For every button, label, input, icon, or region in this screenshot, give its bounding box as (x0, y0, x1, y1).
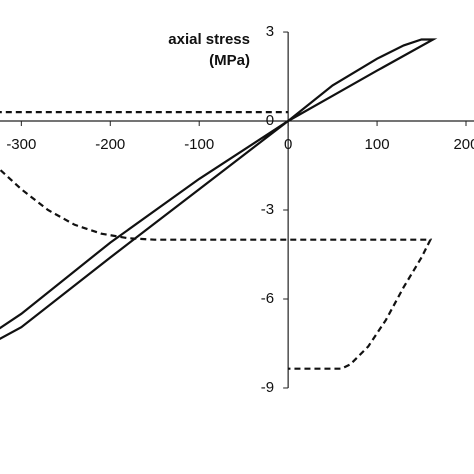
x-tick-label: -300 (6, 136, 36, 153)
data-line (0, 38, 438, 341)
y-tick-label: 3 (266, 23, 274, 40)
x-tick-label: 100 (365, 136, 390, 153)
x-tick-label: -100 (184, 136, 214, 153)
y-axis-title: (MPa) (209, 52, 250, 69)
y-tick-label: -3 (261, 201, 274, 218)
x-tick-label: 0 (284, 136, 292, 153)
y-axis-title: axial stress (168, 31, 250, 48)
y-tick-label: -6 (261, 290, 274, 307)
x-tick-label: 200 (453, 136, 474, 153)
y-tick-label: 0 (266, 112, 274, 129)
y-tick-label: -9 (261, 379, 274, 396)
data-line (0, 168, 433, 370)
x-tick-label: -200 (95, 136, 125, 153)
